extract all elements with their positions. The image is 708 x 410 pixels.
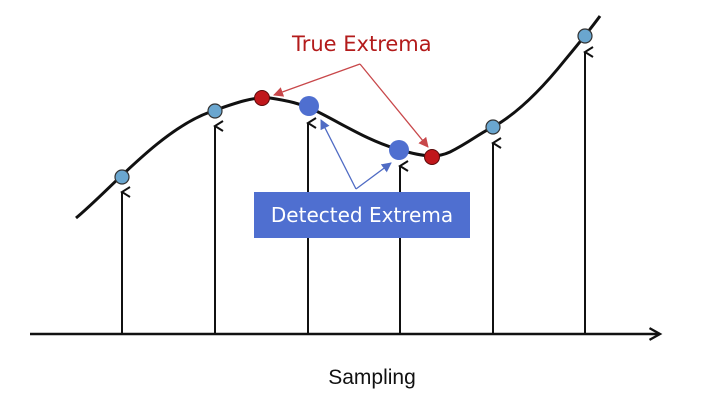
detected-extrema-points (299, 96, 409, 160)
detected-extremum-point (389, 140, 409, 160)
detected-extrema-box (254, 192, 470, 238)
true-extremum-point (254, 90, 270, 106)
sample-point (207, 103, 223, 119)
true-extrema-points (254, 90, 440, 165)
sample-point (114, 169, 130, 185)
sample-points (114, 28, 593, 185)
detected-extrema-arrow (355, 162, 392, 190)
true-extremum-point (424, 149, 440, 165)
true-extrema-label: True Extrema (291, 32, 432, 56)
true-extrema-arrow (273, 63, 361, 97)
sample-point (485, 119, 501, 135)
sample-point (577, 28, 593, 44)
axis-label: Sampling (328, 366, 416, 389)
detected-extrema-arrow (320, 119, 357, 190)
detected-extrema-label: Detected Extrema (271, 203, 453, 227)
true-extrema-arrow (359, 63, 429, 148)
sample-stems (120, 46, 594, 334)
detected-extremum-point (299, 96, 319, 116)
